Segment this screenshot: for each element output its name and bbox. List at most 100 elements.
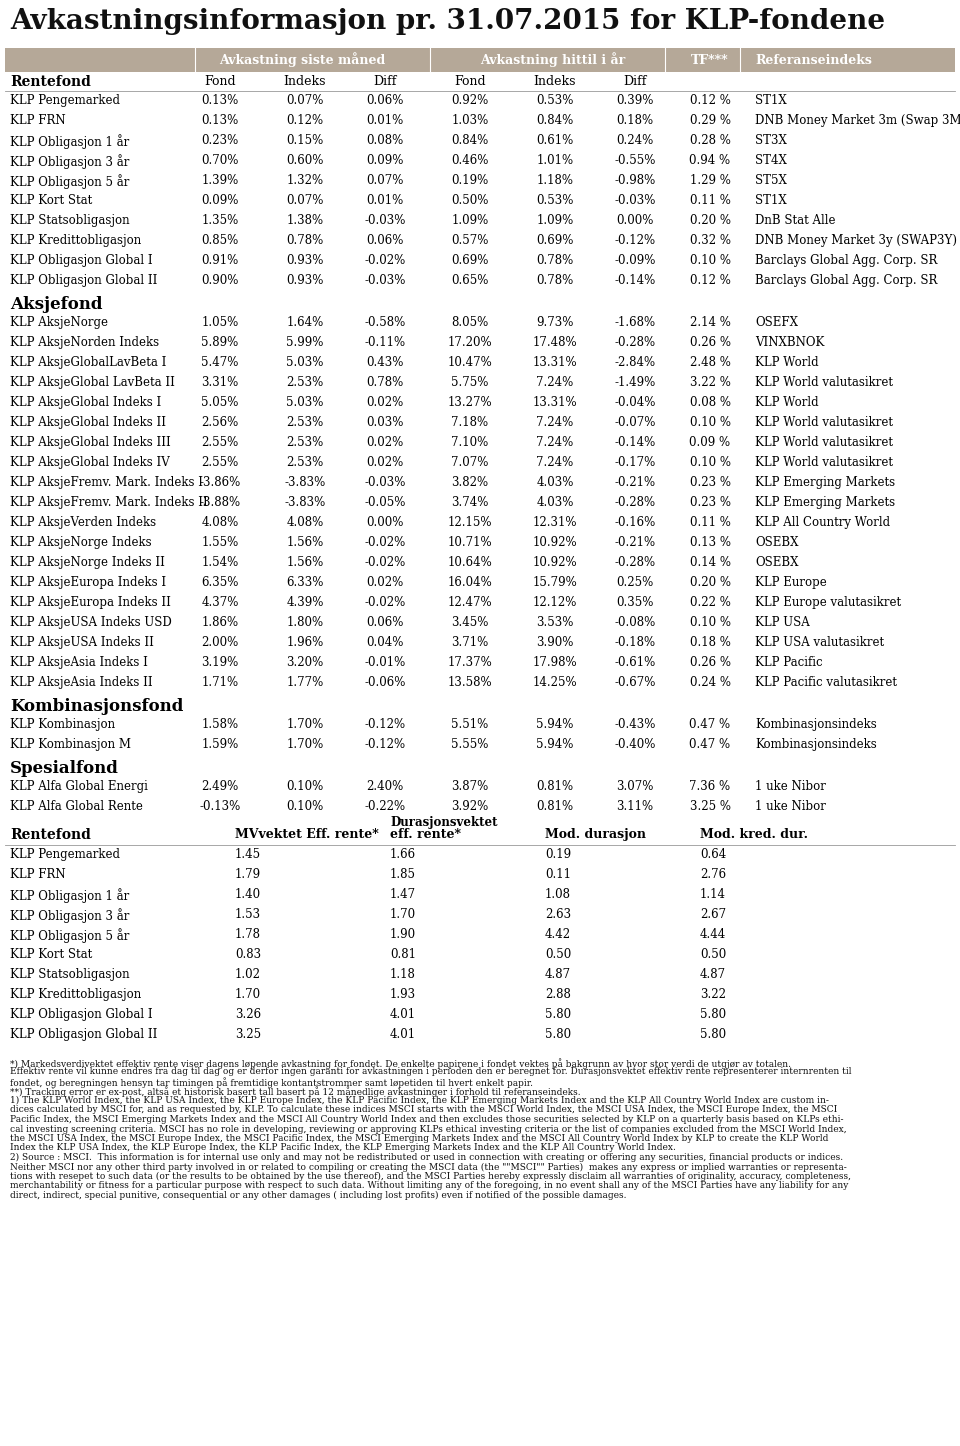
Text: 1.70%: 1.70% <box>286 737 324 750</box>
Text: KLP Obligasjon Global II: KLP Obligasjon Global II <box>10 1028 157 1041</box>
Text: KLP Kort Stat: KLP Kort Stat <box>10 194 92 207</box>
Text: MVvektet Eff. rente*: MVvektet Eff. rente* <box>235 829 379 842</box>
Text: 0.47 %: 0.47 % <box>689 737 731 750</box>
Text: KLP Kombinasjon: KLP Kombinasjon <box>10 719 115 732</box>
Text: 1.18%: 1.18% <box>537 174 573 187</box>
Text: 1.53: 1.53 <box>235 908 261 921</box>
Text: 1.01%: 1.01% <box>537 155 573 166</box>
Text: Barclays Global Agg. Corp. SR: Barclays Global Agg. Corp. SR <box>755 254 937 268</box>
Text: 4.87: 4.87 <box>545 967 571 980</box>
Text: 15.79%: 15.79% <box>533 576 577 589</box>
Text: 1.59%: 1.59% <box>202 737 239 750</box>
Text: 3.22 %: 3.22 % <box>689 376 731 389</box>
Text: 0.53%: 0.53% <box>537 194 574 207</box>
Text: KLP USA: KLP USA <box>755 616 809 629</box>
Text: 5.05%: 5.05% <box>202 396 239 409</box>
Text: KLP AksjeNorge Indeks: KLP AksjeNorge Indeks <box>10 536 152 549</box>
Text: 4.01: 4.01 <box>390 1028 416 1041</box>
Text: 4.37%: 4.37% <box>202 596 239 609</box>
Text: -0.40%: -0.40% <box>614 737 656 750</box>
Text: 12.15%: 12.15% <box>447 516 492 529</box>
Text: -0.04%: -0.04% <box>614 396 656 409</box>
Text: KLP AksjeNorden Indeks: KLP AksjeNorden Indeks <box>10 335 159 348</box>
Text: 7.10%: 7.10% <box>451 437 489 450</box>
Text: 10.71%: 10.71% <box>447 536 492 549</box>
Text: KLP Pengemarked: KLP Pengemarked <box>10 847 120 860</box>
Text: 0.13 %: 0.13 % <box>689 536 731 549</box>
Text: 9.73%: 9.73% <box>537 317 574 330</box>
Text: 2.55%: 2.55% <box>202 455 239 469</box>
Text: 2.49%: 2.49% <box>202 779 239 792</box>
Text: tions with resepet to such data (or the results to be obtained by the use thereo: tions with resepet to such data (or the … <box>10 1173 851 1181</box>
Text: 7.18%: 7.18% <box>451 416 489 429</box>
Text: 7.24%: 7.24% <box>537 437 574 450</box>
Text: 1.70: 1.70 <box>390 908 416 921</box>
Text: -0.12%: -0.12% <box>365 737 405 750</box>
Text: -0.67%: -0.67% <box>614 675 656 688</box>
Text: 5.47%: 5.47% <box>202 356 239 369</box>
Text: 0.26 %: 0.26 % <box>689 335 731 348</box>
Text: 3.22: 3.22 <box>700 988 726 1001</box>
Text: KLP Kredittobligasjon: KLP Kredittobligasjon <box>10 988 141 1001</box>
Text: 0.20 %: 0.20 % <box>689 576 731 589</box>
Text: 13.31%: 13.31% <box>533 356 577 369</box>
Text: 6.35%: 6.35% <box>202 576 239 589</box>
Text: 0.50%: 0.50% <box>451 194 489 207</box>
Text: 5.80: 5.80 <box>700 1008 726 1021</box>
Text: 8.05%: 8.05% <box>451 317 489 330</box>
Text: ST3X: ST3X <box>755 134 787 147</box>
Text: 1.45: 1.45 <box>235 847 261 860</box>
Text: 0.01%: 0.01% <box>367 114 403 127</box>
Text: 0.50: 0.50 <box>700 949 727 962</box>
Text: 0.81: 0.81 <box>390 949 416 962</box>
Text: -2.84%: -2.84% <box>614 356 656 369</box>
Text: 17.98%: 17.98% <box>533 656 577 669</box>
Text: -0.03%: -0.03% <box>614 194 656 207</box>
Text: 2.76: 2.76 <box>700 868 726 881</box>
Text: 0.53%: 0.53% <box>537 94 574 107</box>
Text: 0.23 %: 0.23 % <box>689 476 731 489</box>
Text: 0.00%: 0.00% <box>367 516 404 529</box>
Text: Indeks: Indeks <box>284 75 326 88</box>
Text: KLP AksjeFremv. Mark. Indeks I: KLP AksjeFremv. Mark. Indeks I <box>10 476 203 489</box>
Text: 4.87: 4.87 <box>700 967 726 980</box>
Text: 1.40: 1.40 <box>235 888 261 901</box>
Text: 14.25%: 14.25% <box>533 675 577 688</box>
Text: 1 uke Nibor: 1 uke Nibor <box>755 779 826 792</box>
Text: 10.92%: 10.92% <box>533 536 577 549</box>
Text: -0.18%: -0.18% <box>614 636 656 649</box>
Text: 0.32 %: 0.32 % <box>689 234 731 247</box>
Text: 5.80: 5.80 <box>700 1028 726 1041</box>
Text: 12.31%: 12.31% <box>533 516 577 529</box>
Text: 0.81%: 0.81% <box>537 800 573 813</box>
Text: 0.13%: 0.13% <box>202 94 239 107</box>
Text: -3.83%: -3.83% <box>284 496 325 509</box>
Text: -0.12%: -0.12% <box>614 234 656 247</box>
Text: 1.02: 1.02 <box>235 967 261 980</box>
Text: 0.78%: 0.78% <box>537 273 574 286</box>
Text: KLP Emerging Markets: KLP Emerging Markets <box>755 476 895 489</box>
Text: 3.74%: 3.74% <box>451 496 489 509</box>
Text: -3.88%: -3.88% <box>200 496 241 509</box>
Text: 0.11 %: 0.11 % <box>689 516 731 529</box>
Text: -0.02%: -0.02% <box>365 596 406 609</box>
Text: KLP USA valutasikret: KLP USA valutasikret <box>755 636 884 649</box>
Text: 0.08 %: 0.08 % <box>689 396 731 409</box>
Text: KLP Statsobligasjon: KLP Statsobligasjon <box>10 967 130 980</box>
Text: 13.27%: 13.27% <box>447 396 492 409</box>
Text: -3.83%: -3.83% <box>284 476 325 489</box>
Text: 0.07%: 0.07% <box>286 94 324 107</box>
Text: Avkastningsinformasjon pr. 31.07.2015 for KLP-fondene: Avkastningsinformasjon pr. 31.07.2015 fo… <box>10 9 885 35</box>
Text: dices calculated by MSCI for, and as requested by, KLP. To calculate these indic: dices calculated by MSCI for, and as req… <box>10 1106 837 1115</box>
Text: 2.53%: 2.53% <box>286 376 324 389</box>
Text: -0.07%: -0.07% <box>614 416 656 429</box>
Text: Diff: Diff <box>373 75 396 88</box>
Text: 5.51%: 5.51% <box>451 719 489 732</box>
Text: KLP Alfa Global Energi: KLP Alfa Global Energi <box>10 779 148 792</box>
Text: 13.31%: 13.31% <box>533 396 577 409</box>
Text: 3.90%: 3.90% <box>537 636 574 649</box>
Text: 0.84%: 0.84% <box>451 134 489 147</box>
Text: 7.24%: 7.24% <box>537 455 574 469</box>
Text: KLP Obligasjon Global I: KLP Obligasjon Global I <box>10 254 153 268</box>
Text: KLP Obligasjon 1 år: KLP Obligasjon 1 år <box>10 888 130 902</box>
